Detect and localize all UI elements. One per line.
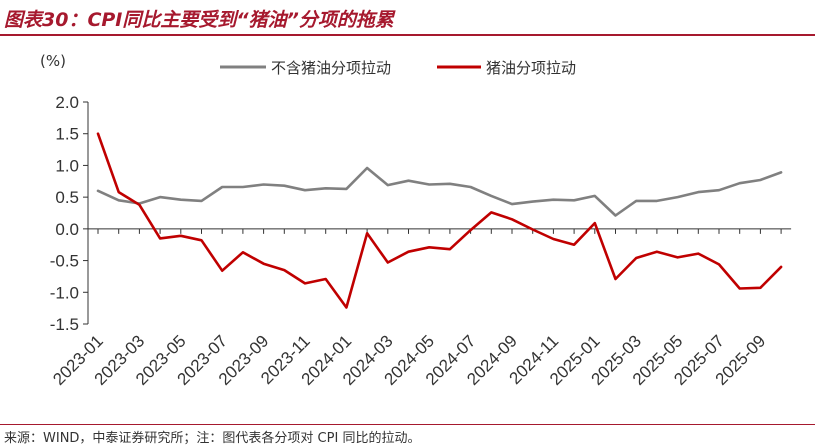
y-tick-label: -1.0 bbox=[50, 283, 79, 302]
y-tick-label: 1.5 bbox=[55, 125, 79, 144]
legend-item-pork-oil: 猪油分项拉动 bbox=[437, 59, 576, 77]
source-divider bbox=[0, 424, 815, 425]
y-tick-label: 2.0 bbox=[55, 93, 79, 112]
legend-label-ex-pork-oil: 不含猪油分项拉动 bbox=[271, 59, 391, 77]
y-tick-label: 0.0 bbox=[55, 220, 79, 239]
figure-title: 图表30：CPI同比主要受到“猪油”分项的拖累 bbox=[4, 9, 394, 31]
y-tick-label: 0.5 bbox=[55, 188, 79, 207]
figure-header: 图表30：CPI同比主要受到“猪油”分项的拖累 bbox=[0, 0, 815, 36]
y-tick-label: -0.5 bbox=[50, 252, 79, 271]
series-line-ex-pork-oil bbox=[96, 166, 783, 217]
legend: 不含猪油分项拉动 猪油分项拉动 bbox=[220, 59, 576, 77]
y-unit-label: (%) bbox=[40, 52, 66, 70]
source-note: 来源：WIND，中泰证券研究所；注：图代表各分项对 CPI 同比的拉动。 bbox=[4, 431, 421, 446]
legend-label-pork-oil: 猪油分项拉动 bbox=[486, 59, 576, 77]
line-chart: (%) 不含猪油分项拉动 猪油分项拉动 2.0 1.5 1.0 0.5 0.0 -0.5 -… bbox=[40, 52, 792, 389]
series-line-pork-oil bbox=[96, 132, 783, 309]
y-tick-label: -1.5 bbox=[50, 315, 79, 334]
y-tick-label: 1.0 bbox=[55, 156, 79, 175]
plot-area: 2.01.51.00.50.0-0.5-1.0-1.52023-012023-0… bbox=[49, 93, 792, 389]
title-divider bbox=[0, 34, 815, 36]
legend-item-ex-pork-oil: 不含猪油分项拉动 bbox=[220, 59, 391, 77]
